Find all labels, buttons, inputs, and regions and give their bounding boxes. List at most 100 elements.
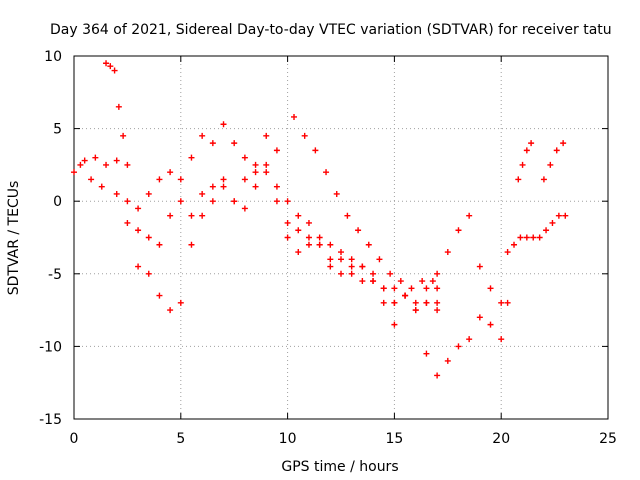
data-point [549, 219, 556, 226]
series-arc-d [103, 60, 131, 168]
data-point [177, 176, 184, 183]
data-point [380, 285, 387, 292]
data-point [124, 198, 131, 205]
grid [74, 56, 608, 419]
data-point [348, 270, 355, 277]
series-arc-c [135, 169, 441, 314]
data-point [241, 154, 248, 161]
data-point [434, 307, 441, 314]
data-point [359, 278, 366, 285]
data-point [231, 140, 238, 147]
data-point [92, 154, 99, 161]
data-point [338, 256, 344, 263]
series-arc-b [77, 161, 441, 314]
data-point [98, 183, 105, 190]
data-point [209, 198, 216, 205]
data-point [145, 190, 152, 197]
data-point [327, 256, 334, 263]
data-point [103, 60, 110, 67]
data-point [273, 198, 280, 205]
series-arc-i [515, 140, 567, 183]
data-point [107, 63, 114, 70]
data-point [455, 343, 462, 350]
series-arc-a [71, 121, 398, 328]
x-tick-label: 0 [70, 431, 79, 447]
data-point [487, 321, 494, 328]
data-point [487, 285, 494, 292]
data-point [220, 183, 227, 190]
y-tick-label: -10 [39, 339, 62, 355]
data-point [517, 234, 524, 241]
data-point [412, 299, 419, 306]
axis-ticks: 0 5 10 15 20 25 10 5 0 -5 -10 -15 [39, 49, 617, 447]
data-point [387, 270, 394, 277]
data-point [167, 212, 174, 219]
x-tick-label: 15 [385, 431, 403, 447]
data-point [135, 263, 142, 270]
data-point [466, 212, 473, 219]
data-point [199, 190, 206, 197]
data-point [220, 176, 227, 183]
data-point [263, 169, 270, 176]
data-point [515, 176, 522, 183]
data-point [263, 161, 270, 168]
data-point [555, 212, 562, 219]
data-point [145, 234, 152, 241]
data-point [327, 263, 334, 270]
data-point [145, 270, 152, 277]
data-point [370, 270, 377, 277]
data-point [536, 234, 543, 241]
data-point [402, 292, 409, 299]
data-point [252, 183, 259, 190]
data-point [295, 212, 302, 219]
data-point [241, 176, 248, 183]
data-point [305, 219, 312, 226]
data-points [71, 60, 569, 379]
data-point [301, 132, 308, 139]
data-point [434, 372, 441, 379]
data-point [504, 249, 511, 256]
plot-frame [73, 55, 609, 420]
y-tick-label: 5 [53, 122, 62, 138]
data-point [115, 103, 122, 110]
y-tick-label: 10 [44, 49, 62, 65]
data-point [199, 132, 206, 139]
x-tick-label: 5 [176, 431, 185, 447]
data-point [284, 219, 291, 226]
data-point [504, 299, 511, 306]
data-point [455, 227, 462, 234]
data-point [530, 234, 537, 241]
data-point [444, 249, 451, 256]
x-tick-label: 10 [279, 431, 297, 447]
data-point [560, 140, 567, 147]
data-point [498, 299, 505, 306]
data-point [77, 161, 84, 168]
data-point [423, 350, 430, 357]
data-point [305, 241, 312, 248]
data-point [543, 227, 550, 234]
data-point [476, 314, 483, 321]
data-point [540, 176, 547, 183]
x-axis-title: GPS time / hours [281, 459, 398, 475]
data-point [511, 241, 518, 248]
data-point [412, 307, 419, 314]
data-point [429, 278, 436, 285]
data-point [113, 157, 120, 164]
data-point [466, 336, 473, 343]
data-point [209, 183, 216, 190]
data-point [241, 205, 248, 212]
data-point [188, 212, 195, 219]
data-point [444, 357, 451, 364]
series-arc-f [423, 299, 511, 379]
data-point [348, 263, 355, 270]
data-point [263, 132, 270, 139]
data-point [291, 113, 298, 120]
data-point [295, 227, 302, 234]
data-point [111, 67, 118, 74]
data-point [124, 161, 131, 168]
data-point [103, 161, 110, 168]
data-point [380, 299, 387, 306]
data-point [397, 278, 404, 285]
data-point [81, 157, 88, 164]
